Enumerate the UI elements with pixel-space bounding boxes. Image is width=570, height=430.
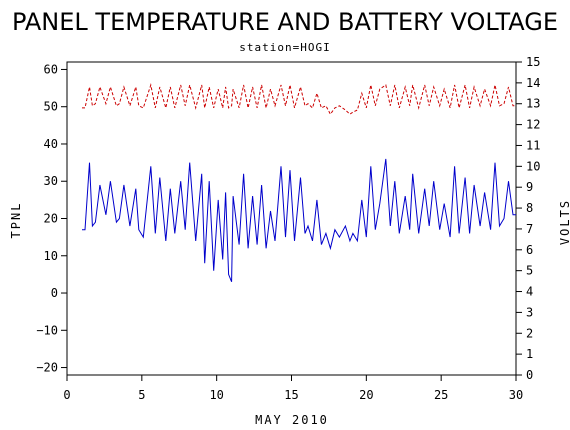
- y-right-tick-label: 1: [526, 347, 533, 361]
- y-left-tick-label: 60: [44, 62, 58, 76]
- x-axis-label: MAY 2010: [255, 413, 329, 427]
- y-left-tick-label: 30: [44, 174, 58, 188]
- x-tick-label: 15: [284, 388, 298, 402]
- x-tick-label: 0: [63, 388, 70, 402]
- series-tpnl-line: [82, 158, 516, 282]
- y-axis-left: −20 −10 0 10 20 30 40 50 60: [36, 62, 67, 375]
- volts-line: [82, 83, 516, 116]
- tpnl-line: [82, 158, 516, 282]
- x-tick-label: 20: [359, 388, 373, 402]
- y-right-tick-label: 14: [526, 76, 540, 90]
- chart-subtitle: station=HOGI: [239, 41, 330, 54]
- x-tick-label: 5: [138, 388, 145, 402]
- y-right-tick-label: 9: [526, 180, 533, 194]
- y-left-tick-label: −10: [36, 323, 58, 337]
- y-right-tick-label: 5: [526, 264, 533, 278]
- series-volts-line: [82, 83, 516, 116]
- plot-frame: [66, 61, 517, 376]
- y-right-tick-label: 2: [526, 326, 533, 340]
- y-left-tick-label: 20: [44, 212, 58, 226]
- x-tick-label: 10: [209, 388, 223, 402]
- y-right-tick-label: 7: [526, 222, 533, 236]
- y-left-tick-label: 0: [51, 286, 58, 300]
- x-tick-label: 30: [509, 388, 523, 402]
- y-right-tick-label: 4: [526, 285, 533, 299]
- y-right-tick-label: 12: [526, 118, 540, 132]
- y-left-tick-label: 50: [44, 100, 58, 114]
- y-right-tick-label: 8: [526, 201, 533, 215]
- y-right-tick-label: 10: [526, 159, 540, 173]
- y-left-tick-label: −20: [36, 361, 58, 375]
- y-left-tick-label: 40: [44, 137, 58, 151]
- y-right-tick-label: 6: [526, 243, 533, 257]
- y-axis-left-label: TPNL: [9, 202, 23, 239]
- y-right-tick-label: 3: [526, 305, 533, 319]
- y-right-tick-label: 0: [526, 368, 533, 382]
- x-axis: 0 5 10 15 20 25 30: [63, 375, 523, 402]
- chart-title: PANEL TEMPERATURE AND BATTERY VOLTAGE: [12, 8, 558, 36]
- y-axis-right-label: VOLTS: [558, 199, 570, 245]
- y-left-tick-label: 10: [44, 249, 58, 263]
- y-right-tick-label: 11: [526, 138, 540, 152]
- x-tick-label: 25: [434, 388, 448, 402]
- y-right-tick-label: 13: [526, 97, 540, 111]
- y-right-tick-label: 15: [526, 55, 540, 69]
